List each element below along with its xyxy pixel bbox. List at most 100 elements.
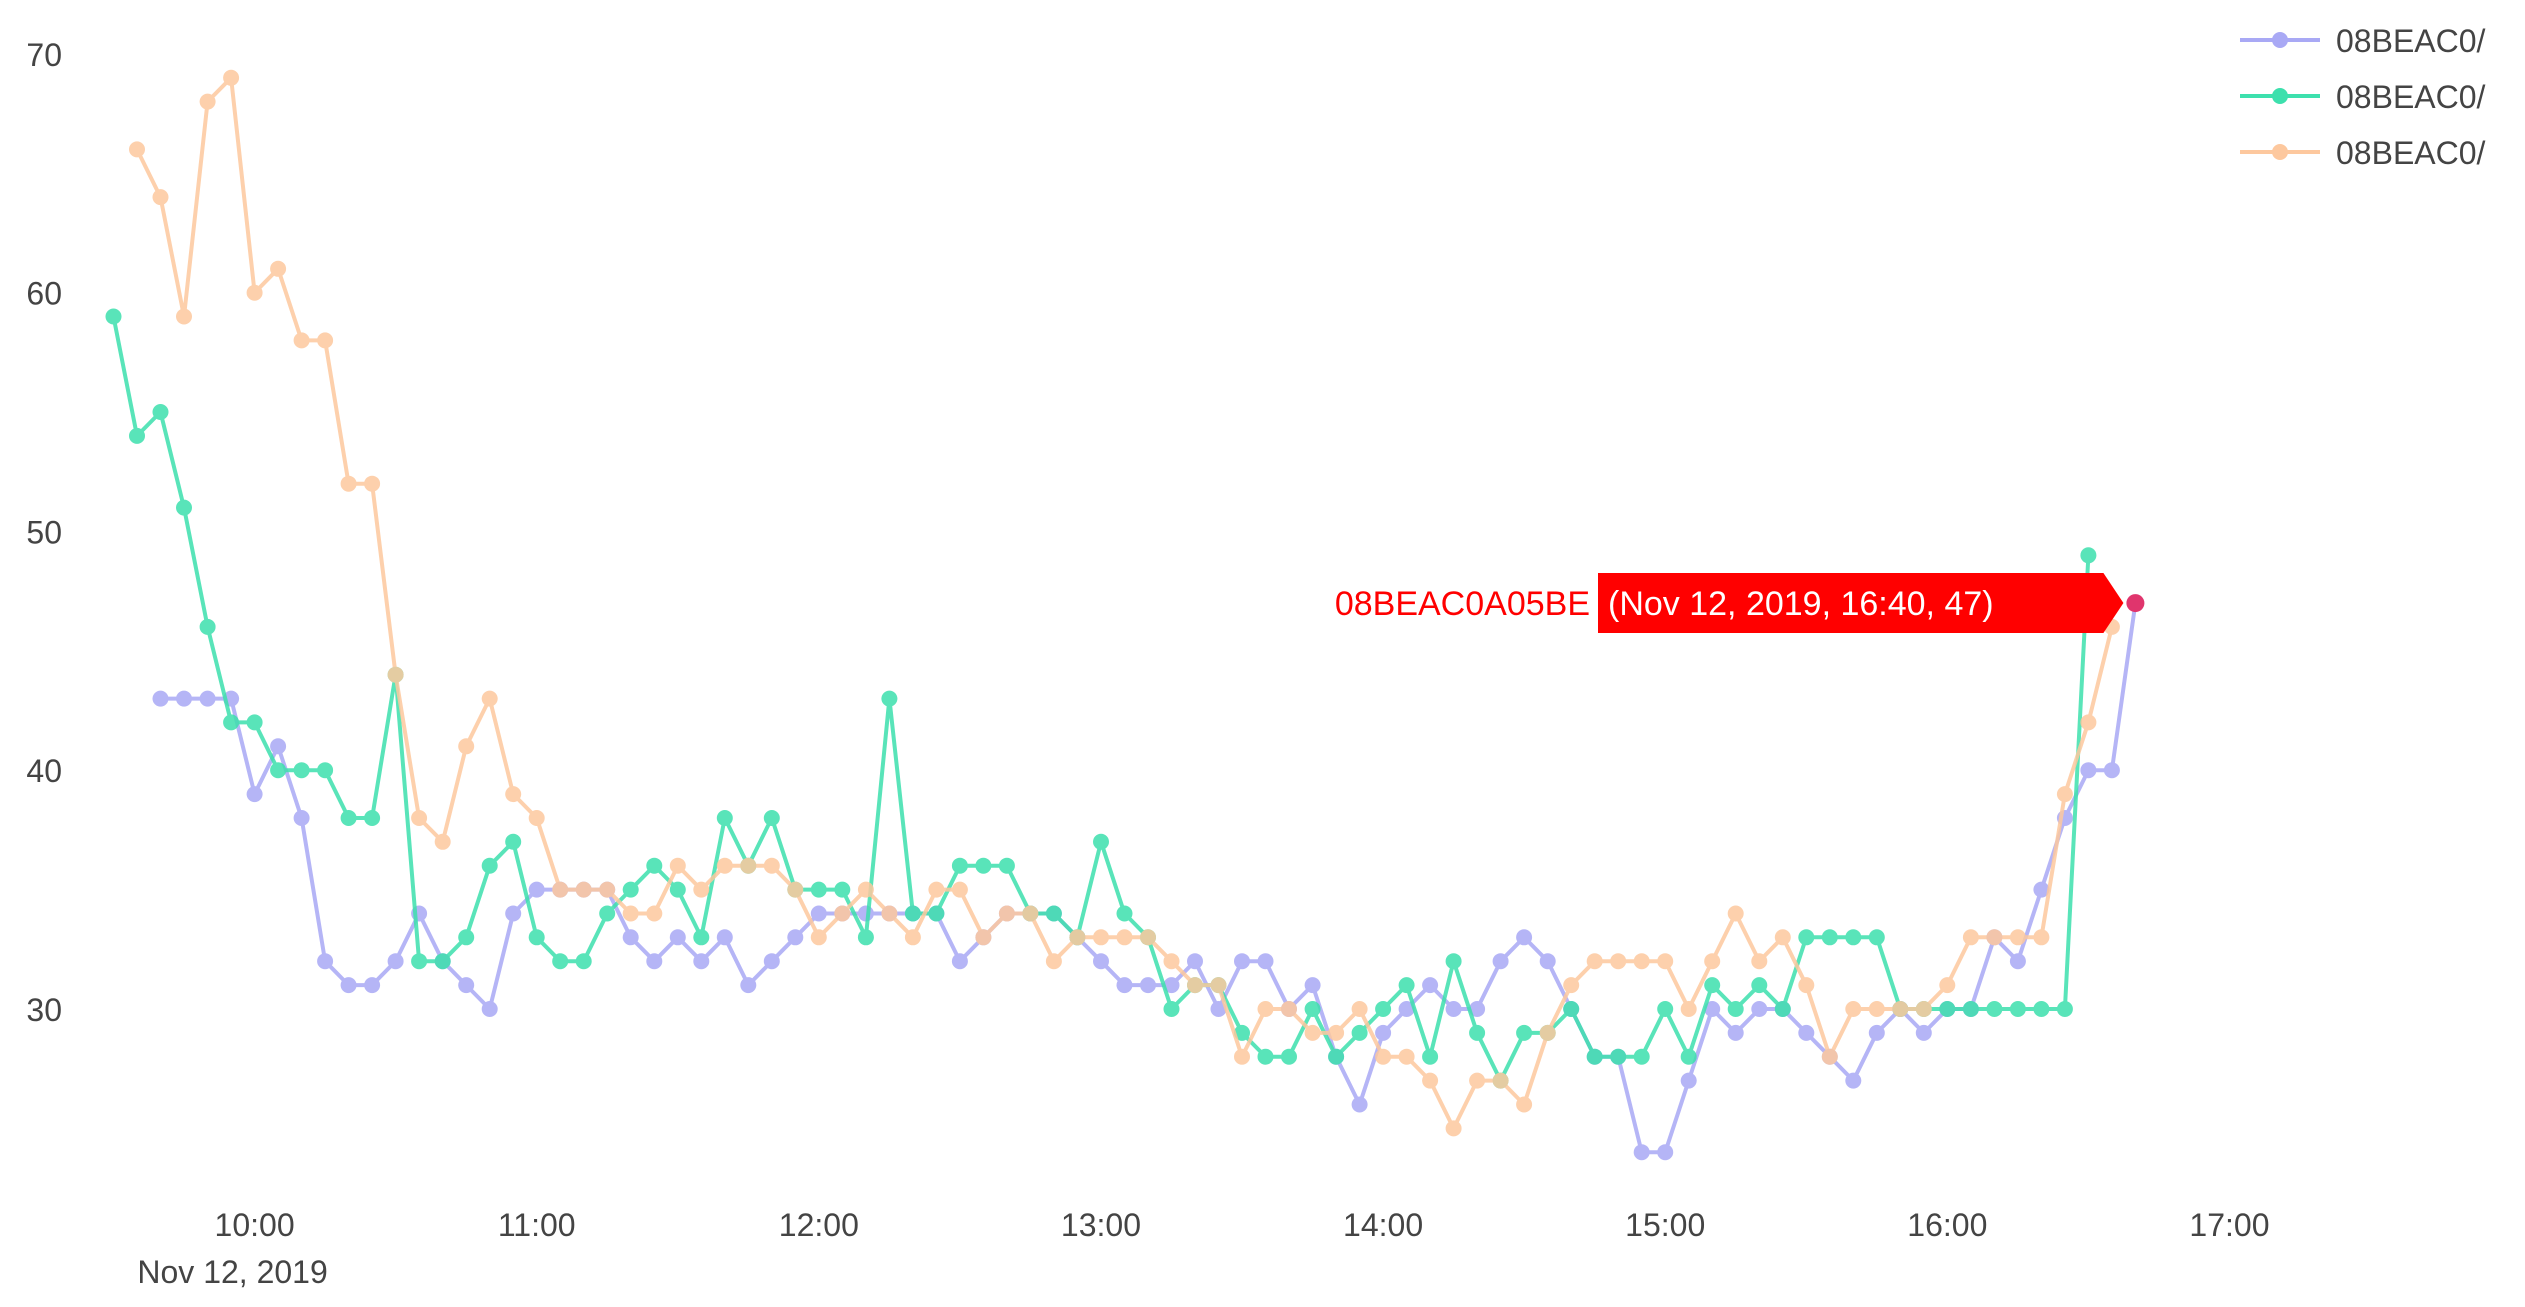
data-point[interactable] bbox=[1398, 1001, 1415, 1017]
data-point[interactable] bbox=[1351, 1096, 1368, 1113]
data-point[interactable] bbox=[2080, 762, 2097, 779]
data-point[interactable] bbox=[810, 929, 827, 946]
data-point[interactable] bbox=[1586, 953, 1603, 970]
data-point[interactable] bbox=[2103, 762, 2120, 779]
data-point[interactable] bbox=[1516, 1096, 1533, 1113]
data-point[interactable] bbox=[129, 141, 145, 158]
data-point[interactable] bbox=[1398, 1048, 1415, 1065]
data-point[interactable] bbox=[975, 857, 992, 874]
data-point[interactable] bbox=[1986, 929, 2003, 946]
data-point[interactable] bbox=[246, 786, 263, 803]
data-point[interactable] bbox=[1939, 977, 1956, 994]
data-point[interactable] bbox=[1680, 1072, 1697, 1089]
data-point[interactable] bbox=[317, 953, 334, 970]
data-point[interactable] bbox=[434, 953, 451, 970]
data-point[interactable] bbox=[1798, 929, 1815, 946]
data-point[interactable] bbox=[1563, 1001, 1580, 1017]
data-point[interactable] bbox=[1210, 1001, 1227, 1017]
data-point[interactable] bbox=[1234, 1048, 1250, 1065]
data-point[interactable] bbox=[998, 905, 1015, 922]
series-3[interactable] bbox=[129, 69, 2120, 1137]
data-point[interactable] bbox=[1986, 1001, 2003, 1017]
data-point[interactable] bbox=[1868, 929, 1885, 946]
data-point[interactable] bbox=[810, 905, 827, 922]
data-point[interactable] bbox=[528, 810, 545, 826]
data-point[interactable] bbox=[1328, 1048, 1345, 1065]
data-point[interactable] bbox=[1962, 929, 1979, 946]
data-point[interactable] bbox=[505, 786, 522, 803]
data-point[interactable] bbox=[364, 977, 381, 994]
data-point[interactable] bbox=[1469, 1024, 1486, 1041]
data-point[interactable] bbox=[2033, 881, 2050, 898]
data-point[interactable] bbox=[834, 881, 851, 898]
data-point[interactable] bbox=[1093, 929, 1109, 946]
data-point[interactable] bbox=[340, 475, 357, 492]
data-point[interactable] bbox=[1727, 1001, 1744, 1017]
data-point[interactable] bbox=[1163, 1001, 1180, 1017]
series-1[interactable] bbox=[152, 595, 2144, 1161]
data-point[interactable] bbox=[129, 427, 145, 444]
data-point[interactable] bbox=[1821, 929, 1838, 946]
data-point[interactable] bbox=[1727, 1024, 1744, 1041]
data-point[interactable] bbox=[1680, 1048, 1697, 1065]
data-point[interactable] bbox=[1868, 1024, 1885, 1041]
data-point[interactable] bbox=[2056, 1001, 2073, 1017]
data-point[interactable] bbox=[1469, 1072, 1486, 1089]
data-point[interactable] bbox=[1704, 953, 1721, 970]
data-point[interactable] bbox=[1422, 977, 1439, 994]
data-point[interactable] bbox=[1422, 1048, 1439, 1065]
data-point[interactable] bbox=[1281, 1001, 1297, 1017]
data-point[interactable] bbox=[1774, 929, 1791, 946]
data-point[interactable] bbox=[1163, 953, 1180, 970]
data-point[interactable] bbox=[1727, 905, 1744, 922]
data-point[interactable] bbox=[1093, 833, 1109, 850]
data-point[interactable] bbox=[2080, 547, 2097, 564]
data-point[interactable] bbox=[364, 810, 381, 826]
data-point[interactable] bbox=[105, 308, 122, 325]
data-point[interactable] bbox=[1257, 1001, 1274, 1017]
data-point[interactable] bbox=[505, 905, 522, 922]
data-point[interactable] bbox=[1821, 1048, 1838, 1065]
data-point[interactable] bbox=[1845, 929, 1862, 946]
data-point[interactable] bbox=[1304, 1024, 1321, 1041]
data-point[interactable] bbox=[1398, 977, 1415, 994]
data-point[interactable] bbox=[646, 857, 663, 874]
data-point[interactable] bbox=[317, 762, 334, 779]
data-point[interactable] bbox=[270, 738, 287, 755]
plot-area[interactable] bbox=[105, 69, 2144, 1161]
data-point[interactable] bbox=[1704, 977, 1721, 994]
legend-item-3[interactable]: 08BEAC0/ bbox=[2240, 135, 2486, 171]
data-point[interactable] bbox=[1657, 1144, 1674, 1161]
data-point[interactable] bbox=[317, 332, 334, 349]
data-point[interactable] bbox=[1022, 905, 1039, 922]
data-point[interactable] bbox=[716, 810, 733, 826]
data-point[interactable] bbox=[246, 284, 263, 301]
data-point[interactable] bbox=[293, 810, 310, 826]
data-point[interactable] bbox=[1751, 977, 1768, 994]
data-point[interactable] bbox=[1892, 1001, 1909, 1017]
hovered-data-point[interactable] bbox=[2126, 594, 2145, 613]
data-point[interactable] bbox=[1798, 977, 1815, 994]
data-point[interactable] bbox=[693, 929, 710, 946]
data-point[interactable] bbox=[857, 929, 874, 946]
data-point[interactable] bbox=[1187, 977, 1203, 994]
data-point[interactable] bbox=[246, 714, 263, 731]
data-point[interactable] bbox=[1422, 1072, 1439, 1089]
data-point[interactable] bbox=[1116, 977, 1133, 994]
data-point[interactable] bbox=[1328, 1024, 1345, 1041]
data-point[interactable] bbox=[1939, 1001, 1956, 1017]
data-point[interactable] bbox=[1915, 1001, 1932, 1017]
data-point[interactable] bbox=[998, 857, 1015, 874]
data-point[interactable] bbox=[176, 690, 192, 707]
data-point[interactable] bbox=[223, 714, 240, 731]
data-point[interactable] bbox=[1375, 1024, 1392, 1041]
data-point[interactable] bbox=[1375, 1048, 1392, 1065]
data-point[interactable] bbox=[1774, 1001, 1791, 1017]
data-point[interactable] bbox=[340, 977, 357, 994]
data-point[interactable] bbox=[716, 857, 733, 874]
data-point[interactable] bbox=[1187, 953, 1203, 970]
data-point[interactable] bbox=[622, 929, 639, 946]
data-point[interactable] bbox=[1351, 1001, 1368, 1017]
data-point[interactable] bbox=[152, 404, 169, 420]
data-point[interactable] bbox=[1516, 929, 1533, 946]
